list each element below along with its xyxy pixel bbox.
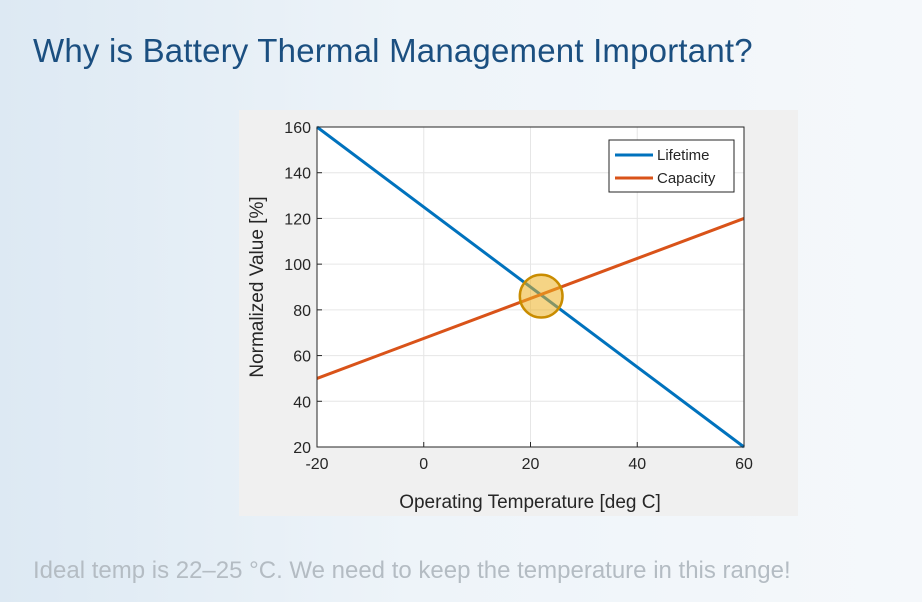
y-tick-label-2: 60 bbox=[293, 349, 311, 366]
y-tick-label-6: 140 bbox=[284, 166, 311, 183]
x-axis-ticks: -20 0 20 40 60 bbox=[305, 442, 753, 473]
x-axis-label: Operating Temperature [deg C] bbox=[399, 492, 661, 513]
x-tick-label-2: 20 bbox=[522, 456, 540, 473]
line-chart: -20 0 20 40 60 20 40 60 80 100 120 140 160 Operatin… bbox=[247, 120, 753, 513]
legend: Lifetime Capacity bbox=[608, 139, 735, 193]
y-tick-label-4: 100 bbox=[284, 257, 311, 274]
y-axis-ticks: 20 40 60 80 100 120 140 160 bbox=[284, 120, 322, 457]
y-tick-label-1: 40 bbox=[293, 394, 311, 411]
optimal-point-highlight bbox=[518, 273, 564, 319]
x-tick-label-0: -20 bbox=[305, 456, 328, 473]
x-tick-label-3: 40 bbox=[628, 456, 646, 473]
slide-title: Why is Battery Thermal Management Import… bbox=[33, 32, 753, 69]
legend-label-lifetime: Lifetime bbox=[657, 147, 710, 164]
footer-text: Ideal temp is 22–25 °C. We need to keep … bbox=[33, 557, 791, 584]
chart-panel: -20 0 20 40 60 20 40 60 80 100 120 140 160 Operatin… bbox=[239, 110, 798, 516]
legend-label-capacity: Capacity bbox=[657, 170, 716, 187]
x-tick-label-4: 60 bbox=[735, 456, 753, 473]
x-tick-label-1: 0 bbox=[419, 456, 428, 473]
legend-box bbox=[608, 139, 735, 193]
y-axis-label: Normalized Value [%] bbox=[247, 196, 268, 377]
y-tick-label-0: 20 bbox=[293, 440, 311, 457]
y-tick-label-7: 160 bbox=[284, 120, 311, 137]
highlight-group bbox=[518, 273, 564, 319]
y-tick-label-5: 120 bbox=[284, 211, 311, 228]
y-tick-label-3: 80 bbox=[293, 303, 311, 320]
